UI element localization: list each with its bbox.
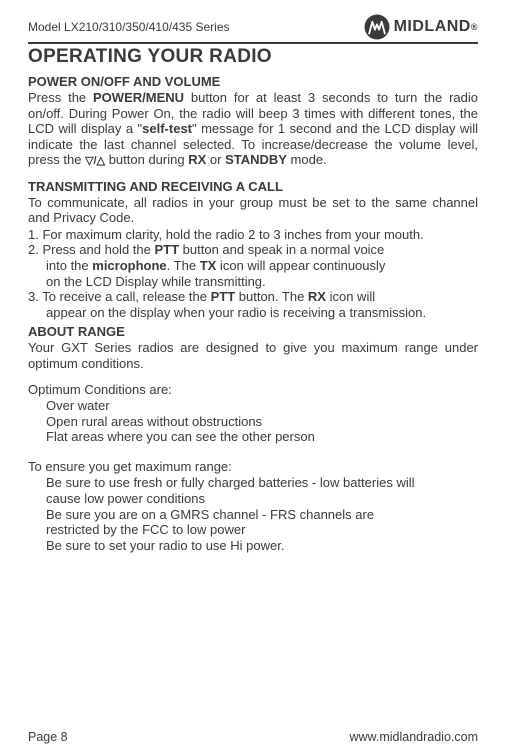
ensure-item: Be sure to use fresh or fully charged ba… <box>46 475 478 491</box>
power-body: Press the POWER/MENU button for at least… <box>28 90 478 169</box>
text-bold: RX <box>308 289 326 304</box>
text-part: button and speak in a normal voice <box>179 242 384 257</box>
conditions-list: Over water Open rural areas without obst… <box>28 398 478 445</box>
text-part: icon will <box>326 289 375 304</box>
range-heading: ABOUT RANGE <box>28 324 478 339</box>
ensure-item: Be sure to set your radio to use Hi powe… <box>46 538 478 554</box>
ensure-item-cont: cause low power conditions <box>46 491 478 507</box>
header-row: Model LX210/310/350/410/435 Series MIDLA… <box>28 14 478 40</box>
text-part: 2. Press and hold the <box>28 242 154 257</box>
text-bold: STANDBY <box>225 152 287 167</box>
model-text: Model LX210/310/350/410/435 Series <box>28 20 230 34</box>
ensure-item: Be sure you are on a GMRS channel - FRS … <box>46 507 478 523</box>
text-part: icon will appear continuously <box>216 258 385 273</box>
text-bold: PTT <box>154 242 179 257</box>
arrow-down-up-icon: ▽/△ <box>85 155 105 167</box>
text-bold: RX <box>188 152 206 167</box>
list-item-3: 3. To receive a call, release the PTT bu… <box>28 289 478 305</box>
registered-mark: ® <box>471 22 478 32</box>
conditions-label: Optimum Conditions are: <box>28 382 478 398</box>
page-number: Page 8 <box>28 730 68 744</box>
footer-url: www.midlandradio.com <box>349 730 478 744</box>
condition-item: Over water <box>46 398 478 414</box>
text-part: . The <box>167 258 200 273</box>
footer: Page 8 www.midlandradio.com <box>28 730 478 744</box>
ensure-label: To ensure you get maximum range: <box>28 459 478 475</box>
text-bold: microphone <box>92 258 166 273</box>
text-bold: POWER/MENU <box>93 90 184 105</box>
ensure-item-cont: restricted by the FCC to low power <box>46 522 478 538</box>
main-title: OPERATING YOUR RADIO <box>28 46 478 68</box>
logo-text: MIDLAND <box>394 18 471 36</box>
text-bold: self-test <box>142 121 192 136</box>
transmitting-list: 1. For maximum clarity, hold the radio 2… <box>28 227 478 321</box>
text-part: or <box>206 152 225 167</box>
logo: MIDLAND ® <box>364 14 478 40</box>
ensure-list: Be sure to use fresh or fully charged ba… <box>28 475 478 553</box>
power-heading: POWER ON/OFF AND VOLUME <box>28 74 478 89</box>
text-bold: TX <box>200 258 217 273</box>
condition-item: Open rural areas without obstructions <box>46 414 478 430</box>
list-item-1: 1. For maximum clarity, hold the radio 2… <box>28 227 478 243</box>
list-item-2: 2. Press and hold the PTT button and spe… <box>28 242 478 258</box>
transmitting-intro: To communicate, all radios in your group… <box>28 195 478 226</box>
text-bold: PTT <box>211 289 236 304</box>
list-item-2-cont2: on the LCD Display while transmitting. <box>28 274 478 290</box>
transmitting-heading: TRANSMITTING AND RECEIVING A CALL <box>28 179 478 194</box>
list-item-3-cont: appear on the display when your radio is… <box>28 305 478 321</box>
condition-item: Flat areas where you can see the other p… <box>46 429 478 445</box>
list-item-2-cont: into the microphone. The TX icon will ap… <box>28 258 478 274</box>
text-part: mode. <box>287 152 327 167</box>
midland-logo-icon <box>364 14 390 40</box>
text-part: 3. To receive a call, release the <box>28 289 211 304</box>
text-part: into the <box>46 258 92 273</box>
text-part: Press the <box>28 90 93 105</box>
text-part: button. The <box>235 289 308 304</box>
range-intro: Your GXT Series radios are designed to g… <box>28 340 478 371</box>
title-bar: OPERATING YOUR RADIO <box>28 42 478 68</box>
text-part: button during <box>105 152 188 167</box>
